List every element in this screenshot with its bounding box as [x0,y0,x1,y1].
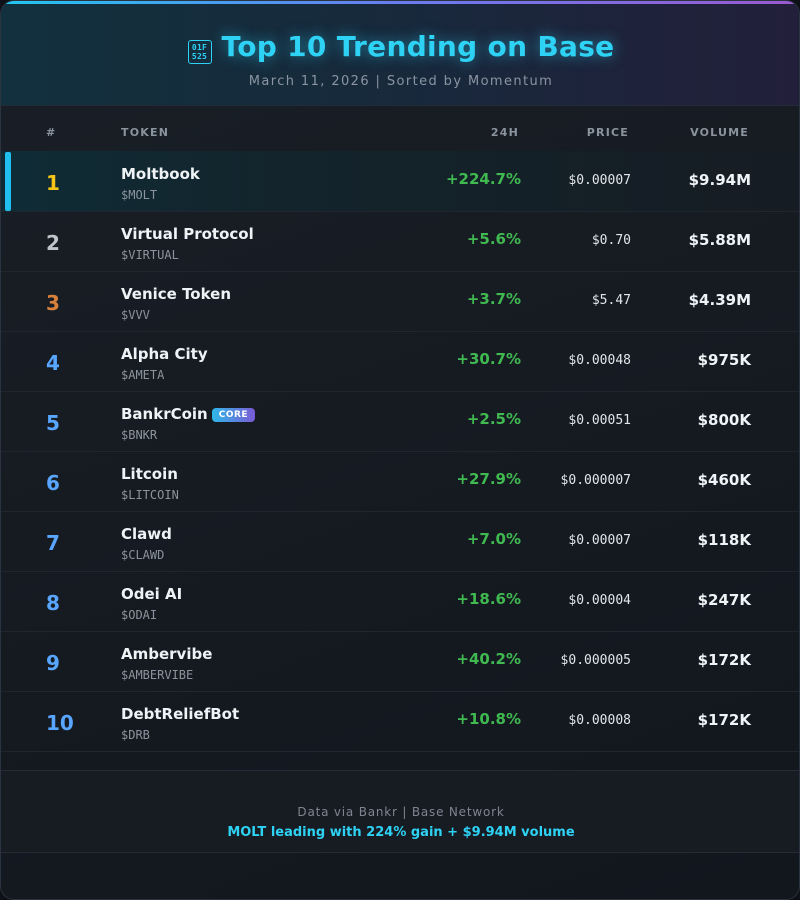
footer: Data via Bankr | Base Network MOLT leadi… [1,770,799,853]
token-symbol: $VIRTUAL [121,248,179,262]
change-24h: +224.7% [445,170,521,188]
change-24h: +40.2% [456,650,521,668]
table-row[interactable]: 4 Alpha City $AMETA +30.7% $0.00048 $975K [1,331,799,392]
fire-emoji-icon: 01F 525 [187,40,212,64]
token-volume: $172K [697,711,751,729]
table-row[interactable]: 10 DebtReliefBot $DRB +10.8% $0.00008 $172K [1,691,799,752]
token-name: BankrCoin CORE [121,405,256,423]
token-name-text: Moltbook [121,165,200,183]
token-name-text: Alpha City [121,345,208,363]
change-24h: +2.5% [466,410,521,428]
token-price: $0.00051 [568,413,631,428]
token-name-text: Virtual Protocol [121,225,254,243]
column-header-token: TOKEN [121,126,170,139]
token-name-text: Odei AI [121,585,183,603]
token-symbol: $MOLT [121,188,158,202]
token-symbol: $LITCOIN [121,488,179,502]
column-header-volume: VOLUME [690,126,749,139]
token-name: Virtual Protocol [121,225,254,243]
rank-number: 6 [46,471,60,495]
change-24h: +30.7% [456,350,521,368]
token-name-text: Litcoin [121,465,178,483]
token-name: Alpha City [121,345,208,363]
token-price: $5.47 [591,293,631,308]
footer-source-note: Data via Bankr | Base Network [297,805,505,819]
footer-highlight: MOLT leading with 224% gain + $9.94M vol… [227,825,575,840]
token-name-text: DebtReliefBot [121,705,240,723]
rank-number: 8 [46,591,60,615]
token-price: $0.00048 [568,353,631,368]
title-text: Top 10 Trending on Base [221,30,615,63]
core-badge: CORE [211,408,256,422]
rank-number: 4 [46,351,60,375]
token-name-text: Ambervibe [121,645,213,663]
token-symbol: $CLAWD [121,548,165,562]
table-row[interactable]: 8 Odei AI $ODAI +18.6% $0.00004 $247K [1,571,799,632]
table-row[interactable]: 7 Clawd $CLAWD +7.0% $0.00007 $118K [1,511,799,572]
column-header-price: PRICE [586,126,629,139]
token-volume: $118K [697,531,751,549]
change-24h: +18.6% [456,590,521,608]
top-rank-accent-bar [5,152,11,211]
token-price: $0.000005 [560,653,631,668]
column-header-rank: # [46,126,57,139]
token-price: $0.00007 [568,173,631,188]
token-name-text: BankrCoin [121,405,208,423]
token-name: Clawd [121,525,172,543]
token-name: Litcoin [121,465,178,483]
rank-number: 10 [46,711,74,735]
change-24h: +7.0% [466,530,521,548]
token-price: $0.000007 [560,473,631,488]
token-name-text: Venice Token [121,285,232,303]
token-name: DebtReliefBot [121,705,239,723]
token-name: Ambervibe [121,645,212,663]
table-row[interactable]: 3 Venice Token $VVV +3.7% $5.47 $4.39M [1,271,799,332]
table-row[interactable]: 1 Moltbook $MOLT +224.7% $0.00007 $9.94M [1,151,799,212]
page-subtitle: March 11, 2026 | Sorted by Momentum [248,74,554,89]
token-volume: $247K [697,591,751,609]
header: 01F 525 Top 10 Trending on Base March 11, … [1,4,799,106]
change-24h: +27.9% [456,470,521,488]
token-volume: $4.39M [688,291,751,309]
table-row[interactable]: 6 Litcoin $LITCOIN +27.9% $0.000007 $460K [1,451,799,512]
token-price: $0.00008 [568,713,631,728]
token-symbol: $VVV [121,308,150,322]
token-symbol: $DRB [121,728,150,742]
token-price: $0.70 [591,233,631,248]
token-name: Odei AI [121,585,182,603]
change-24h: +3.7% [466,290,521,308]
table-row[interactable]: 2 Virtual Protocol $VIRTUAL +5.6% $0.70 $5.88… [1,211,799,272]
change-24h: +5.6% [466,230,521,248]
token-name: Venice Token [121,285,231,303]
token-volume: $172K [697,651,751,669]
column-header-24h: 24H [490,126,519,139]
change-24h: +10.8% [456,710,521,728]
token-volume: $9.94M [688,171,751,189]
token-symbol: $ODAI [121,608,158,622]
rank-number: 3 [46,291,60,315]
token-name: Moltbook [121,165,200,183]
token-volume: $460K [697,471,751,489]
token-symbol: $BNKR [121,428,158,442]
rank-number: 7 [46,531,60,555]
gradient-top-border [1,1,799,4]
token-price: $0.00004 [568,593,631,608]
token-symbol: $AMETA [121,368,165,382]
rank-number: 5 [46,411,60,435]
table-row[interactable]: 5 BankrCoin CORE $BNKR +2.5% $0.00051 $800K [1,391,799,452]
rank-number: 2 [46,231,60,255]
token-volume: $975K [697,351,751,369]
rank-number: 1 [46,171,60,195]
token-name-text: Clawd [121,525,172,543]
token-volume: $5.88M [688,231,751,249]
token-symbol: $AMBERVIBE [121,668,194,682]
table-row[interactable]: 9 Ambervibe $AMBERVIBE +40.2% $0.000005 $172K [1,631,799,692]
token-volume: $800K [697,411,751,429]
rank-number: 9 [46,651,60,675]
token-price: $0.00007 [568,533,631,548]
page-title: 01F 525 Top 10 Trending on Base [1,30,799,64]
